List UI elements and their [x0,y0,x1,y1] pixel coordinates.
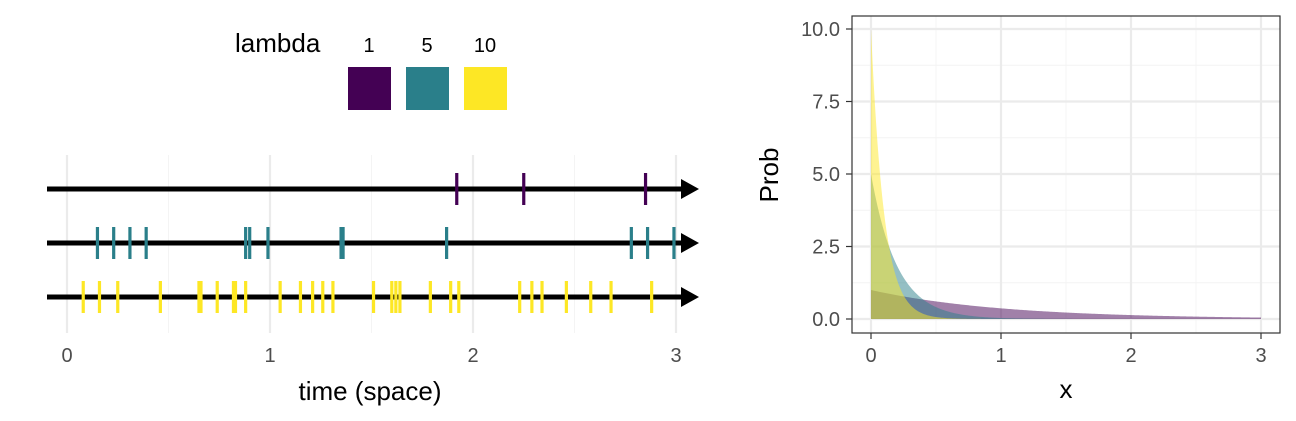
density-x-ticks: 0 1 2 3 [865,333,1267,367]
legend-swatch-10 [464,67,507,110]
timeline-arrowhead [681,233,699,253]
density-y-axis-title: Prob [754,148,784,203]
legend-label-1: 1 [363,35,374,57]
density-areas [871,29,1261,319]
density-y-tick-label: 7.5 [812,92,840,114]
density-x-tick-label: 1 [995,345,1006,367]
timeline-x-tick-label: 1 [264,345,275,367]
legend-swatch-5 [406,67,449,110]
timeline-x-tick-label: 2 [467,345,478,367]
density-grid [852,16,1280,333]
density-x-axis-title: x [1060,374,1073,404]
density-area-lambda-5 [871,174,1261,319]
timeline-row-lambda-5 [47,227,699,259]
density-x-tick-label: 2 [1125,345,1136,367]
density-y-tick-label: 2.5 [812,237,840,259]
density-y-tick-label: 10.0 [801,19,840,41]
legend-title: lambda [235,28,321,58]
timeline-row-lambda-1 [47,173,699,205]
legend-label-10: 10 [474,35,496,57]
legend: lambda 1 5 10 [235,28,507,110]
density-panel: 0 1 2 3 0.0 2.5 5.0 7.5 10.0 x Prob [754,15,1281,404]
density-y-tick-label: 5.0 [812,164,840,186]
density-area-lambda-1 [871,290,1261,319]
timeline-panel: 0 1 2 3 time (space) [47,155,699,406]
timeline-rows [47,173,699,313]
timeline-x-axis-title: time (space) [298,376,441,406]
timeline-row-lambda-10 [47,281,699,313]
timeline-arrowhead [681,179,699,199]
density-y-tick-label: 0.0 [812,309,840,331]
timeline-x-tick-label: 3 [670,345,681,367]
legend-label-5: 5 [421,35,432,57]
legend-swatch-1 [348,67,391,110]
timeline-arrowhead [681,287,699,307]
density-x-tick-label: 0 [865,345,876,367]
timeline-x-ticks: 0 1 2 3 [61,345,681,367]
density-x-tick-label: 3 [1255,345,1266,367]
timeline-x-tick-label: 0 [61,345,72,367]
density-y-ticks: 0.0 2.5 5.0 7.5 10.0 [801,19,852,331]
